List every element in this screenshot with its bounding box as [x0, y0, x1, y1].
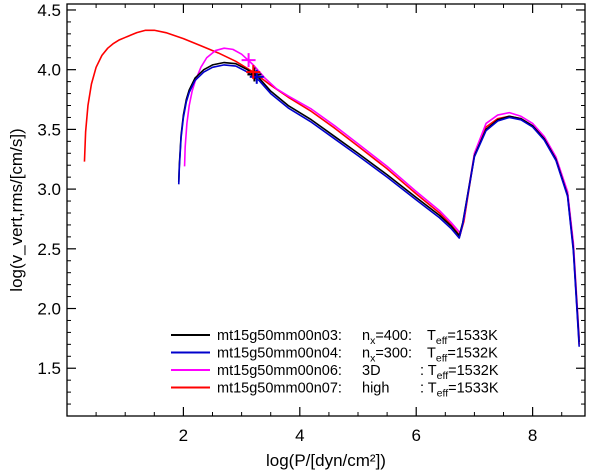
y-tick-label: 4.0: [37, 61, 61, 80]
y-axis-title-group: log(v_vert,rms/[cm/s]): [7, 128, 26, 291]
legend-grid: 3D: [362, 363, 381, 379]
legend-model: mt15g50mm00n04:: [217, 346, 342, 362]
y-tick-label: 1.5: [37, 359, 61, 378]
x-tick-label: 8: [528, 426, 537, 445]
legend-entry: mt15g50mm00n03: nx=400: Teff=1533K: [171, 328, 498, 347]
legend-model: mt15g50mm00n03:: [217, 328, 342, 344]
x-tick-label: 2: [179, 426, 188, 445]
y-tick-label: 3.5: [37, 120, 61, 139]
series-lines: [83, 29, 580, 347]
x-tick-label: 4: [295, 426, 304, 445]
legend-grid: nx=400:: [362, 328, 412, 347]
legend-teff: : Teff=1533K: [420, 381, 499, 400]
legend-model: mt15g50mm00n06:: [217, 363, 342, 379]
y-tick-label: 2.5: [37, 240, 61, 259]
series-line-mt15g50mm00n03: [177, 61, 580, 343]
series-markers: [241, 53, 264, 84]
legend: mt15g50mm00n03: nx=400: Teff=1533Kmt15g50m…: [171, 328, 499, 400]
legend-teff: Teff=1533K: [427, 328, 498, 347]
legend-entry: mt15g50mm00n07: high : Teff=1533K: [171, 381, 499, 400]
legend-model: mt15g50mm00n07:: [217, 381, 342, 397]
tick-labels: 2 4 6 8 1.5 2.0 2.5 3.0 3.5 4.0 4.5: [37, 1, 537, 445]
series-line-mt15g50mm00n04: [177, 64, 580, 347]
marker-mt15g50mm00n06: [241, 53, 256, 68]
legend-entry: mt15g50mm00n06: 3D : Teff=1532K: [171, 363, 499, 382]
y-tick-label: 3.0: [37, 180, 61, 199]
y-axis-title: log(v_vert,rms/[cm/s]): [7, 128, 26, 291]
legend-entry: mt15g50mm00n04: nx=300: Teff=1532K: [171, 346, 498, 365]
y-tick-label: 4.5: [37, 1, 61, 20]
series-line-mt15g50mm00n07: [83, 29, 580, 345]
legend-teff: : Teff=1532K: [420, 363, 499, 382]
x-tick-label: 6: [411, 426, 420, 445]
marker-mt15g50mm00n03: [247, 67, 262, 82]
axis-ticks: [67, 4, 585, 416]
x-axis-title: log(P/[dyn/cm²]): [266, 451, 386, 470]
y-tick-label: 2.0: [37, 300, 61, 319]
legend-grid: nx=300:: [362, 346, 412, 365]
series-line-mt15g50mm00n06: [183, 47, 580, 339]
marker-mt15g50mm00n07: [246, 65, 261, 80]
legend-teff: Teff=1532K: [427, 346, 498, 365]
plot-frame: [66, 3, 586, 417]
legend-grid: high: [362, 381, 389, 397]
